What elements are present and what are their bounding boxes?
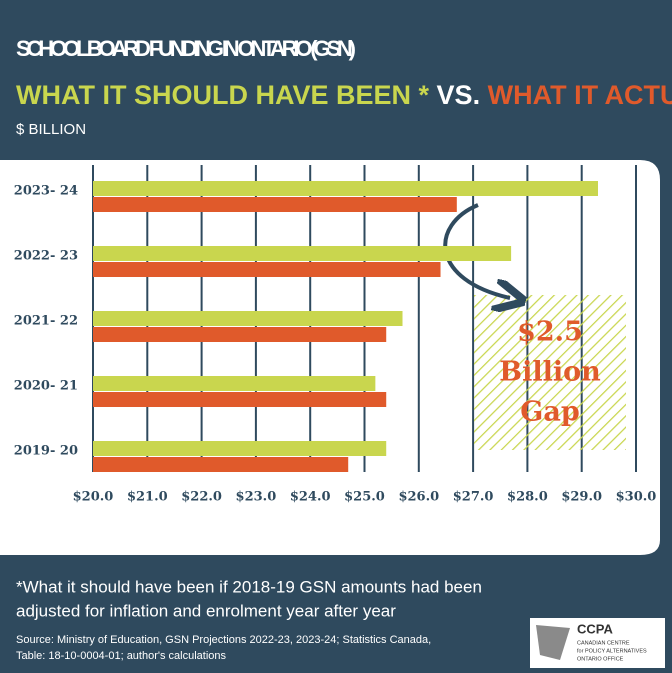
bar [93,376,376,391]
x-tick-label: $23.0 [236,490,277,505]
bar [93,457,349,472]
bar [93,311,403,326]
source: Source: Ministry of Education, GSN Proje… [16,634,431,646]
logo-icon [536,625,570,660]
annotation: $2.5 [517,317,583,348]
subtitle-vs: VS. [437,80,481,110]
unit-label: $ BILLION [16,121,86,138]
annotation: Gap [520,397,579,428]
subtitle: WHAT IT SHOULD HAVE BEEN * VS. WHAT IT A… [16,80,672,110]
x-tick-label: $28.0 [507,490,548,505]
legend-label: WHAT IT ACTUALLY IS [488,80,672,110]
x-tick-label: $21.0 [127,490,168,505]
logo-text: ONTARIO OFFICE [577,656,624,662]
x-tick-label: $22.0 [181,490,222,505]
subtitle-star: * [419,80,430,110]
legend-label: WHAT IT SHOULD HAVE BEEN [16,80,411,110]
source: Table: 18-10-0004-01; author's calculati… [16,650,227,662]
y-tick-label: 2020- 21 [14,379,78,394]
bar [93,441,387,456]
y-tick-label: 2019- 20 [14,444,78,459]
x-tick-label: $20.0 [73,490,114,505]
logo-name: CCPA [577,621,613,636]
bar [93,392,387,407]
bar [93,197,457,212]
annotation-hatch [474,295,626,450]
x-tick-label: $29.0 [561,490,602,505]
footnote: adjusted for inflation and enrolment yea… [16,601,396,620]
y-tick-label: 2022- 23 [14,249,78,264]
x-tick-label: $25.0 [344,490,385,505]
chart-title: SCHOOL BOARD FUNDING IN ONTARIO (GSN) [16,36,356,61]
x-tick-label: $27.0 [453,490,494,505]
x-tick-label: $30.0 [616,490,657,505]
bar [93,246,512,261]
logo-text: CANADIAN CENTRE [577,640,630,646]
y-tick-label: 2023- 24 [14,184,78,199]
bar [93,327,387,342]
y-tick-label: 2021- 22 [14,314,78,329]
bar [93,262,441,277]
logo-text: for POLICY ALTERNATIVES [577,648,647,654]
bar [93,181,598,196]
x-tick-label: $24.0 [290,490,331,505]
footnote: *What it should have been if 2018-19 GSN… [16,577,482,596]
x-tick-label: $26.0 [398,490,439,505]
annotation: Billion [499,357,601,388]
